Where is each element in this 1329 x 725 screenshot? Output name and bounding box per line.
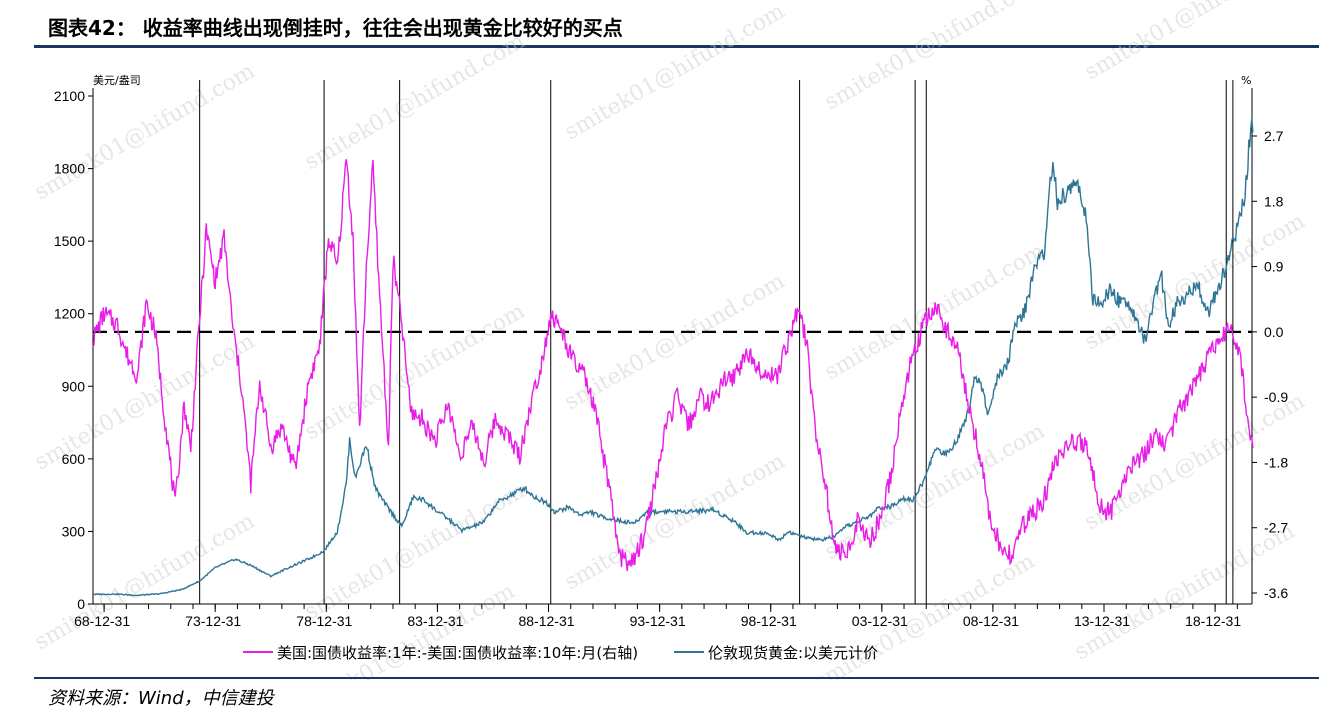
x-tick-label: 13-12-31 [1074,613,1130,629]
series-lines [92,118,1254,597]
watermark-text: smitek01@hifund.com [301,29,530,176]
right-tick-label: -3.6 [1264,585,1288,601]
left-tick-label: 1500 [54,233,85,249]
chart: smitek01@hifund.com smitek01@hifund.com sm… [31,0,1310,680]
x-tick-label: 78-12-31 [296,613,352,629]
legend-label-spread: 美国:国债收益率:1年:-美国:国债收益率:10年:月(右轴) [277,644,638,662]
watermark-text: smitek01@hifund.com [821,0,1050,115]
x-tick-label: 98-12-31 [741,613,797,629]
page-title: 图表42： 收益率曲线出现倒挂时，往往会出现黄金比较好的买点 [48,16,623,40]
inversion-markers [199,80,1234,604]
x-tick-label: 88-12-31 [518,613,574,629]
right-tick-label: -1.8 [1264,454,1288,470]
right-axis-unit: % [1241,74,1251,87]
left-axis-unit: 美元/盎司 [93,73,141,87]
left-tick-label: 1800 [54,161,85,177]
series-gold-line [92,118,1254,597]
title-rule [34,45,1319,48]
left-tick-label: 300 [62,523,86,539]
legend: 美国:国债收益率:1年:-美国:国债收益率:10年:月(右轴) 伦敦现货黄金:以… [243,644,878,662]
x-tick-label: 03-12-31 [852,613,908,629]
x-tick-label: 08-12-31 [963,613,1019,629]
watermark-layer: smitek01@hifund.com smitek01@hifund.com sm… [31,0,1310,680]
left-tick-label: 2100 [54,88,85,104]
series-spread-line [92,159,1254,572]
watermark-text: smitek01@hifund.com [561,0,790,145]
source-note: 资料来源：Wind，中信建投 [48,688,274,709]
x-tick-label: 83-12-31 [407,613,463,629]
left-tick-label: 0 [77,596,85,612]
watermark-text: smitek01@hifund.com [561,449,790,596]
watermark-text: smitek01@hifund.com [1081,0,1310,85]
right-tick-label: -0.9 [1264,389,1288,405]
right-tick-label: 0.9 [1264,259,1284,275]
x-tick-label: 73-12-31 [185,613,241,629]
left-tick-label: 600 [62,451,86,467]
x-tick-label: 68-12-31 [74,613,130,629]
right-tick-label: -2.7 [1264,520,1288,536]
x-tick-label: 18-12-31 [1185,613,1241,629]
right-tick-label: 2.7 [1264,128,1284,144]
footer-rule [34,677,1319,679]
right-tick-label: 0.0 [1264,324,1284,340]
x-tick-label: 93-12-31 [630,613,686,629]
left-tick-label: 900 [62,378,86,394]
right-tick-label: 1.8 [1264,193,1284,209]
axes: 0 300 600 900 1200 1500 1800 2100 -3.6 -2.7 -1.8 -0… [54,88,1288,629]
legend-label-gold: 伦敦现货黄金:以美元计价 [708,644,878,662]
left-tick-label: 1200 [54,306,85,322]
watermark-text: smitek01@hifund.com [31,59,260,206]
